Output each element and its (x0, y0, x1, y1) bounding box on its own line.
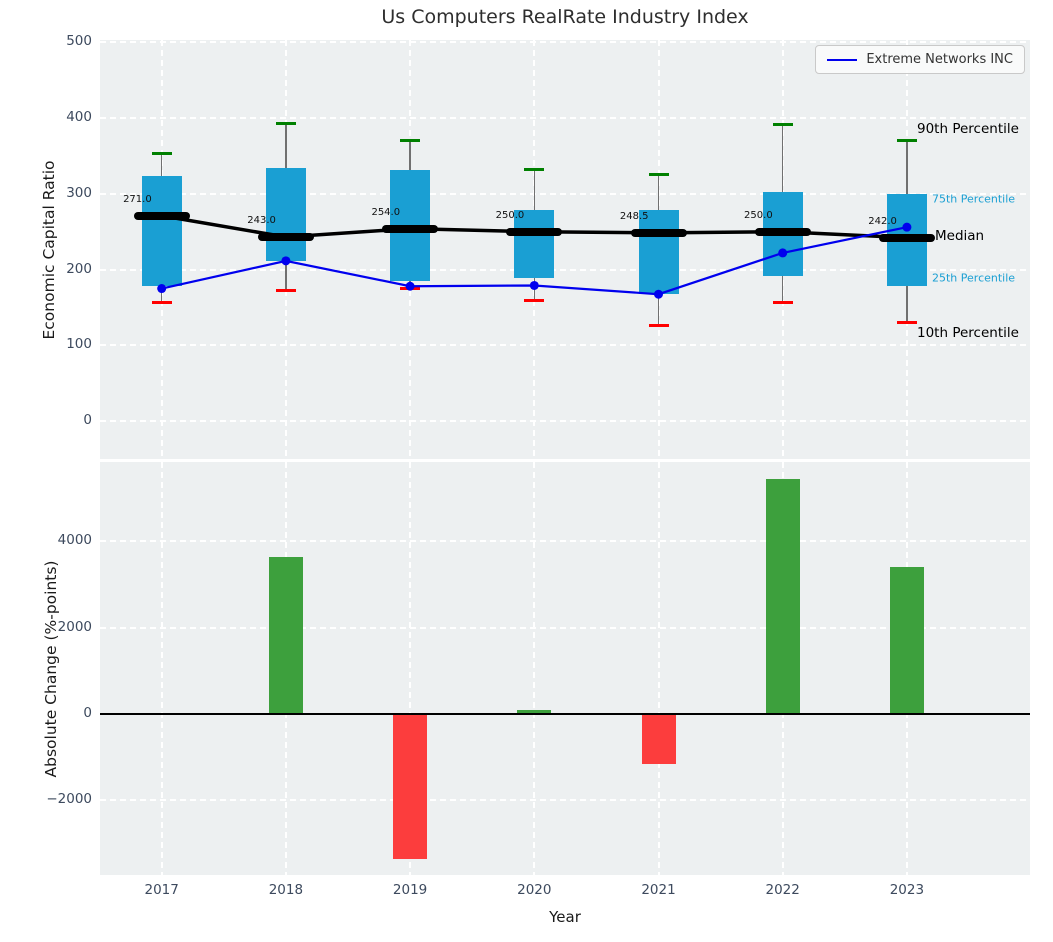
x-tick: 2023 (889, 882, 925, 898)
gridline-v (160, 462, 163, 875)
bottom-y-tick: 4000 (57, 532, 92, 549)
median-segment-2023 (878, 233, 935, 242)
legend-label: Extreme Networks INC (866, 52, 1013, 67)
gridline-v (533, 462, 536, 875)
bottom-y-tick: 0 (83, 705, 92, 722)
median-value-label-2017: 271.0 (123, 193, 152, 205)
iqr-box-2018 (265, 168, 306, 262)
median-segment-2019 (382, 224, 439, 233)
legend-line-sample (827, 58, 858, 61)
gridline-h (100, 41, 1030, 44)
gridline-h (100, 117, 1030, 120)
p10-cap-2023 (896, 321, 917, 325)
company-point-2019 (405, 281, 415, 291)
p90-cap-2023 (896, 139, 917, 143)
gridline-h (100, 268, 1030, 271)
median-value-label-2020: 250.0 (495, 209, 525, 221)
x-tick: 2020 (517, 882, 552, 898)
gridline-h (100, 420, 1030, 423)
median-value-label-2018: 243.0 (247, 214, 276, 226)
company-point-2017 (157, 284, 167, 294)
p10-cap-2020 (524, 299, 545, 303)
gridline-h (100, 192, 1030, 195)
bottom-y-tick: −2000 (46, 791, 92, 808)
iqr-box-2017 (141, 175, 182, 287)
change-bar-2021 (641, 714, 676, 764)
company-point-2020 (529, 280, 539, 290)
annotation-median: Median (935, 228, 985, 244)
median-segment-2021 (630, 228, 687, 237)
change-bar-2020 (517, 709, 552, 715)
annotation-10th-percentile: 10th Percentile (917, 325, 1019, 341)
company-point-2021 (654, 289, 663, 299)
change-bar-2019 (393, 714, 428, 859)
gridline-v (657, 462, 660, 875)
bottom-y-axis-label: Absolute Change (%-points) (42, 560, 60, 777)
median-value-label-2023: 242.0 (868, 215, 897, 227)
x-tick: 2017 (144, 882, 179, 898)
p10-cap-2017 (151, 301, 172, 305)
p90-cap-2018 (275, 121, 296, 125)
top-y-tick: 0 (83, 412, 92, 429)
bottom-axes (100, 462, 1030, 875)
median-segment-2018 (257, 232, 314, 241)
change-bar-2018 (268, 556, 303, 715)
p10-cap-2022 (772, 301, 793, 305)
top-y-tick: 500 (66, 33, 92, 50)
company-point-2023 (902, 222, 912, 232)
change-bar-2023 (889, 567, 924, 715)
gridline-v (409, 462, 412, 875)
x-tick: 2022 (765, 882, 800, 898)
p90-cap-2019 (400, 138, 421, 142)
top-y-tick: 400 (66, 109, 92, 126)
x-tick: 2021 (641, 882, 676, 898)
median-value-label-2019: 254.0 (371, 206, 401, 218)
gridline-h (100, 540, 1030, 543)
legend: Extreme Networks INC (815, 45, 1025, 74)
p90-cap-2020 (524, 168, 545, 172)
annotation-75th-percentile: 75th Percentile (932, 192, 1016, 206)
company-point-2018 (281, 256, 291, 266)
change-bar-2022 (765, 478, 800, 715)
p10-cap-2018 (275, 288, 296, 292)
median-segment-2022 (754, 227, 811, 236)
top-y-tick: 200 (66, 260, 92, 277)
gridline-h (100, 799, 1030, 802)
median-segment-2017 (133, 211, 190, 220)
iqr-box-2021 (638, 210, 679, 294)
gridline-h (100, 344, 1030, 347)
p90-cap-2021 (648, 173, 669, 177)
x-tick: 2018 (268, 882, 304, 898)
annotation-25th-percentile: 25th Percentile (932, 271, 1016, 285)
zero-line (100, 713, 1030, 715)
x-tick: 2019 (392, 882, 428, 898)
top-axes: 271.0 243.0 254.0 250.0 248.5 250.0 242.0 Extre… (100, 40, 1030, 459)
p90-cap-2017 (151, 152, 172, 156)
p10-cap-2021 (648, 324, 669, 328)
iqr-box-2020 (514, 210, 555, 278)
chart-title: Us Computers RealRate Industry Index (381, 6, 749, 28)
top-y-tick: 100 (66, 336, 92, 353)
median-value-label-2022: 250.0 (744, 209, 773, 221)
x-axis-label: Year (549, 908, 581, 926)
company-line (157, 222, 912, 299)
median-value-label-2021: 248.5 (619, 210, 649, 222)
annotation-90th-percentile: 90th Percentile (917, 121, 1019, 137)
p90-cap-2022 (772, 123, 793, 127)
company-point-2022 (778, 248, 788, 258)
median-segment-2020 (506, 227, 563, 236)
bottom-y-tick: 2000 (57, 618, 92, 635)
top-y-tick: 300 (66, 184, 92, 201)
gridline-h (100, 626, 1030, 629)
